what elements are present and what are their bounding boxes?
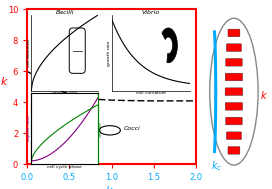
Text: $k$: $k$ (260, 89, 268, 101)
Text: Cocci: Cocci (124, 126, 141, 131)
Title: Bacilli: Bacilli (55, 10, 74, 15)
Text: $k_c$: $k_c$ (211, 160, 222, 174)
FancyBboxPatch shape (225, 58, 242, 66)
Y-axis label: growth rate: growth rate (107, 40, 111, 66)
Y-axis label: aspect ratio: aspect ratio (27, 116, 30, 141)
X-axis label: cell curvature: cell curvature (136, 91, 166, 95)
Ellipse shape (210, 18, 258, 165)
FancyBboxPatch shape (225, 88, 243, 95)
FancyBboxPatch shape (226, 132, 242, 139)
Polygon shape (162, 28, 177, 63)
X-axis label: $k_c$: $k_c$ (105, 184, 118, 189)
X-axis label: cell cycle phase: cell cycle phase (47, 165, 82, 169)
Y-axis label: cell diameter: cell diameter (27, 39, 30, 67)
FancyBboxPatch shape (226, 44, 242, 51)
Y-axis label: volume: volume (99, 120, 103, 137)
FancyBboxPatch shape (69, 28, 85, 73)
FancyBboxPatch shape (228, 147, 240, 154)
Y-axis label: $k$: $k$ (1, 75, 9, 87)
Ellipse shape (99, 126, 120, 135)
FancyBboxPatch shape (225, 102, 243, 110)
FancyBboxPatch shape (225, 73, 243, 81)
FancyBboxPatch shape (228, 29, 240, 37)
Title: Vibrio: Vibrio (142, 10, 160, 15)
X-axis label: growth rate: growth rate (52, 91, 77, 95)
FancyBboxPatch shape (225, 117, 242, 125)
